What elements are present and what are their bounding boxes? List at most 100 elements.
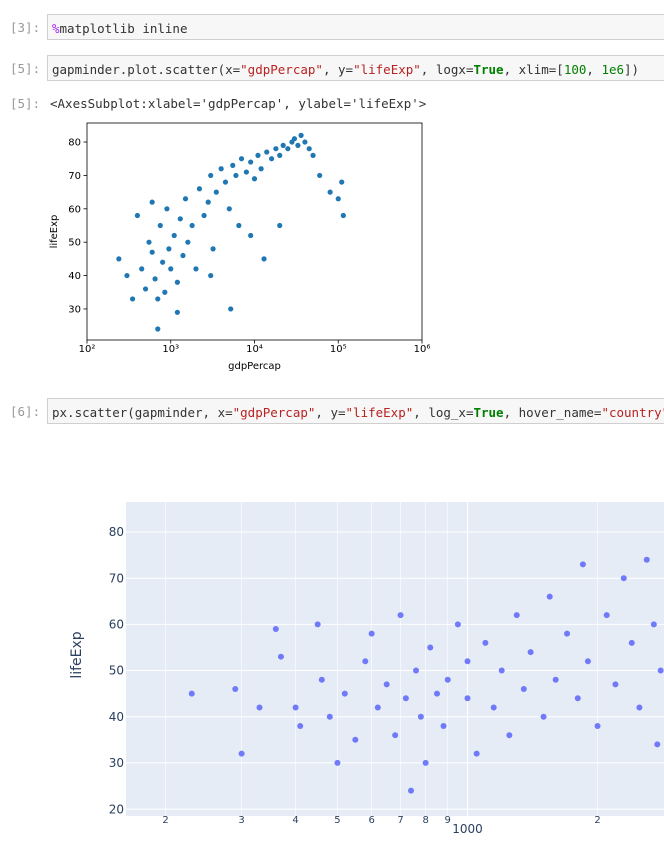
point — [166, 246, 172, 252]
point — [222, 179, 229, 185]
point — [185, 239, 191, 245]
point — [248, 159, 254, 165]
point — [280, 142, 286, 148]
point — [230, 162, 236, 168]
point — [264, 149, 270, 155]
x-tick-label: 2 — [162, 815, 168, 826]
x-tick-label: 10⁴ — [246, 344, 263, 355]
x-tick-label: 1000 — [452, 822, 483, 836]
point — [422, 759, 429, 766]
point — [238, 156, 245, 162]
y-tick-label: 30 — [109, 756, 124, 770]
point — [464, 658, 471, 665]
y-tick-label: 50 — [68, 238, 81, 249]
point — [196, 186, 203, 192]
chart: 30 40 50 60 70 80 10² 10³ 10⁴ 10⁵ 10⁶ gdpPercap life… — [49, 122, 431, 372]
x-tick-label: 6 — [368, 815, 374, 826]
point — [513, 612, 520, 619]
code-token: matplotlib inline — [59, 21, 188, 36]
x-tick-label: 10⁶ — [414, 344, 431, 355]
point — [155, 296, 161, 302]
code-box[interactable]: px.scatter(gapminder, x="gdpPercap", y="… — [47, 398, 664, 424]
point — [427, 644, 434, 651]
point — [352, 736, 359, 743]
point — [174, 309, 180, 315]
code-token: True — [473, 405, 504, 420]
point — [335, 196, 341, 202]
point — [251, 176, 258, 182]
point — [160, 259, 166, 265]
point — [277, 152, 283, 158]
point — [277, 222, 283, 229]
code-cell: [5]: gapminder.plot.scatter(x="gdpPercap… — [0, 55, 664, 82]
point — [546, 593, 553, 600]
point — [272, 625, 279, 632]
point — [490, 704, 497, 711]
point — [482, 639, 489, 646]
code-cell: [6]: px.scatter(gapminder, x="gdpPercap"… — [0, 398, 664, 425]
y-tick-label: 80 — [109, 525, 124, 539]
code: gapminder.plot.scatter(x="gdpPercap", y=… — [52, 62, 639, 77]
point — [295, 142, 301, 148]
point — [594, 722, 601, 729]
code-cell: [3]: %matplotlib inline — [0, 14, 664, 41]
point — [341, 690, 348, 697]
point — [238, 750, 245, 757]
y-tick-label: 70 — [68, 171, 81, 182]
point — [205, 199, 211, 205]
point — [298, 132, 304, 138]
point — [506, 732, 513, 739]
y-tick-label: 60 — [68, 204, 81, 215]
point — [620, 575, 627, 582]
code-token: , hover_name= — [503, 405, 602, 420]
point — [464, 695, 471, 702]
point — [603, 612, 610, 619]
x-tick-label: 8 — [422, 815, 428, 826]
point — [498, 667, 505, 674]
x-tick-label: 3 — [238, 815, 244, 826]
x-tick-label: 10³ — [162, 344, 179, 355]
point — [434, 690, 441, 697]
point — [564, 630, 571, 637]
point — [540, 713, 547, 720]
code-token: "gdpPercap" — [232, 405, 316, 420]
point — [248, 232, 254, 239]
code-token: , logx= — [420, 62, 474, 77]
code-token: ]) — [624, 62, 640, 77]
point — [310, 152, 316, 158]
point — [213, 189, 219, 195]
point — [413, 667, 420, 674]
y-tick-label: 50 — [109, 664, 124, 678]
point — [302, 139, 308, 145]
point — [180, 252, 186, 259]
code: px.scatter(gapminder, x="gdpPercap", y="… — [52, 405, 664, 420]
y-tick-label: 20 — [109, 802, 124, 816]
code-token: , y= — [315, 405, 346, 420]
point — [473, 750, 480, 757]
point — [520, 686, 527, 693]
code-token: , — [586, 62, 602, 77]
point — [177, 216, 183, 222]
point — [444, 676, 451, 683]
point — [340, 212, 346, 219]
plot-area — [126, 502, 664, 816]
code-token: gapminder.plot.scatter(x= — [52, 62, 241, 77]
point — [258, 166, 264, 172]
point — [657, 667, 664, 674]
y-tick-label: 70 — [109, 571, 124, 585]
code-box[interactable]: %matplotlib inline — [47, 14, 664, 40]
point — [155, 326, 161, 332]
point — [527, 649, 534, 656]
code-box[interactable]: gapminder.plot.scatter(x="gdpPercap", y=… — [47, 55, 664, 81]
point — [171, 232, 177, 239]
point — [408, 787, 415, 794]
point — [256, 704, 263, 711]
code-token: % — [52, 21, 60, 36]
point — [292, 704, 299, 711]
point — [255, 152, 261, 158]
point — [297, 722, 304, 729]
point — [164, 206, 170, 212]
code-token: px.scatter(gapminder, x= — [52, 405, 233, 420]
y-axis-title: lifeExp — [49, 215, 60, 249]
